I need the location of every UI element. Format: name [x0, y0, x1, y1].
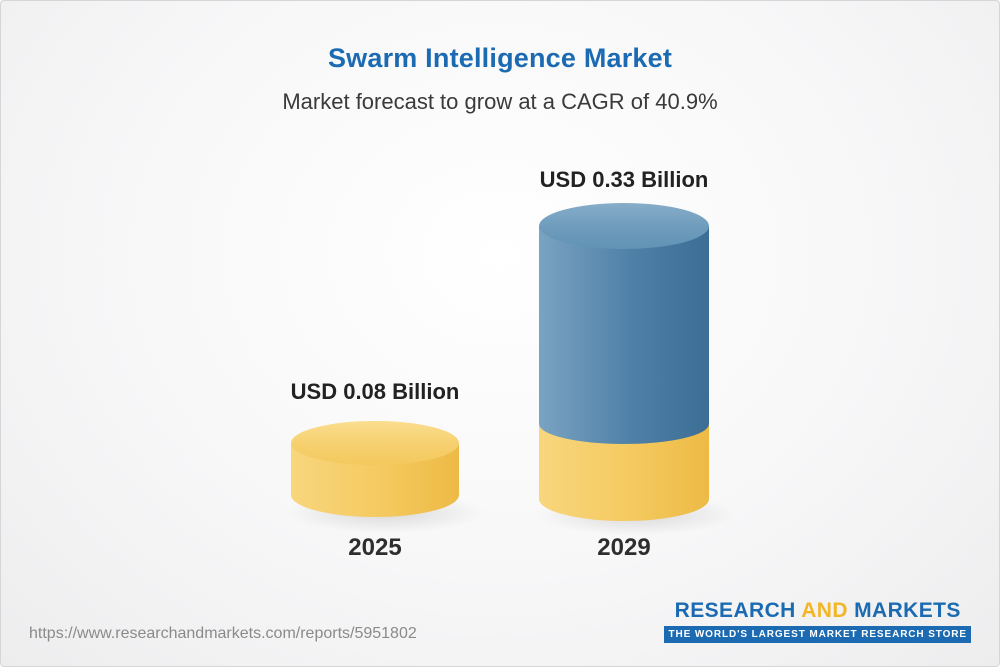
logo-wordmark: RESEARCH AND MARKETS — [664, 599, 971, 623]
x-axis-label-2025: 2025 — [348, 534, 402, 561]
chart-subtitle: Market forecast to grow at a CAGR of 40.… — [282, 89, 718, 114]
bar-2029-cylinder — [539, 203, 709, 523]
bar-2025-cylinder — [291, 421, 459, 521]
research-and-markets-logo: RESEARCH AND MARKETS THE WORLD'S LARGEST… — [664, 599, 971, 643]
logo-word-markets: MARKETS — [854, 599, 961, 622]
chart-title: Swarm Intelligence Market — [327, 43, 673, 73]
logo-tagline: THE WORLD'S LARGEST MARKET RESEARCH STOR… — [664, 626, 971, 643]
report-url: https://www.researchandmarkets.com/repor… — [29, 625, 417, 642]
x-axis-label-2029: 2029 — [597, 534, 651, 561]
bar-2025-top-face — [291, 421, 459, 465]
bar-2029-blue-segment — [539, 226, 709, 444]
logo-word-research: RESEARCH — [674, 599, 796, 622]
value-label-2029: USD 0.33 Billion — [539, 167, 709, 192]
logo-word-and: AND — [801, 599, 848, 622]
value-label-2025: USD 0.08 Billion — [290, 379, 460, 404]
bar-2029-top-face — [539, 203, 709, 249]
